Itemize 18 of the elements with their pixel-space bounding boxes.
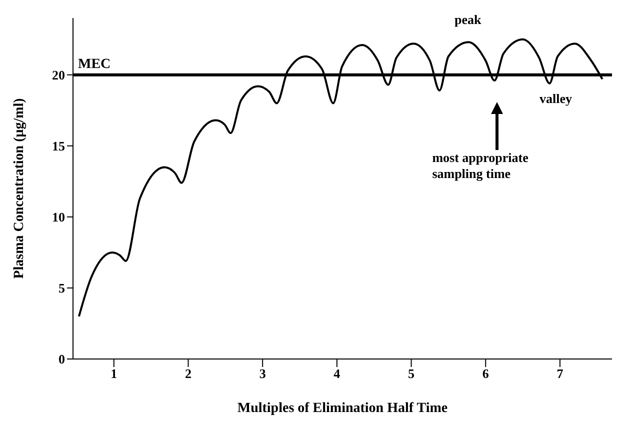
x-tick-label: 2: [184, 366, 192, 382]
x-tick-label: 7: [556, 366, 564, 382]
y-tick-label: 0: [58, 352, 65, 367]
x-tick-label: 6: [482, 366, 490, 382]
ref-line-label: MEC: [78, 56, 111, 72]
y-tick-label: 20: [52, 67, 65, 82]
y-tick-label: 5: [58, 280, 66, 296]
x-tick-label: 1: [110, 366, 118, 382]
y-axis-title: Plasma Concentration (μg/ml): [12, 98, 27, 279]
x-tick-label: 4: [334, 366, 341, 382]
annotation: peak: [454, 12, 482, 28]
x-tick-label: 5: [408, 366, 416, 382]
x-axis-title: Multiples of Elimination Half Time: [237, 401, 448, 416]
annotation: most appropriate sampling time: [432, 150, 530, 182]
y-tick-label: 15: [52, 138, 66, 154]
x-tick-label: 3: [259, 366, 266, 382]
y-tick-label: 10: [52, 210, 65, 225]
annotation: valley: [540, 91, 572, 108]
